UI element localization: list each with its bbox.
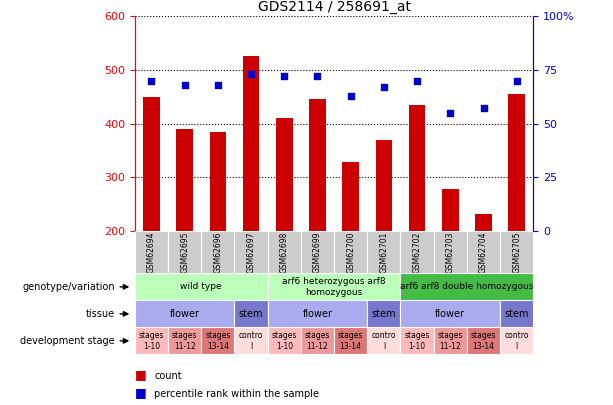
Text: development stage: development stage [20,336,115,346]
Bar [234,301,268,327]
Point [313,73,322,79]
Text: genotype/variation: genotype/variation [22,282,115,292]
Bar [367,231,400,273]
Text: tissue: tissue [85,309,115,319]
Text: stem: stem [371,309,396,319]
Bar [268,231,301,273]
Text: contro
l: contro l [504,331,529,351]
Bar [234,327,268,354]
Text: stages
1-10: stages 1-10 [405,331,430,351]
Point [479,105,489,112]
Bar [400,301,500,327]
Text: flower: flower [302,309,332,319]
Bar [177,129,193,231]
Bar [268,301,367,327]
Text: GSM62699: GSM62699 [313,231,322,273]
Text: flower: flower [170,309,200,319]
Bar [433,231,467,273]
Bar [334,231,367,273]
Text: wild type: wild type [180,282,222,291]
Point [246,71,256,77]
Point [412,77,422,84]
Text: arf6 arf8 double homozygous: arf6 arf8 double homozygous [400,282,533,291]
Text: GSM62700: GSM62700 [346,231,355,273]
Text: GSM62698: GSM62698 [280,231,289,273]
Text: stem: stem [504,309,529,319]
Bar [268,327,301,354]
Text: GSM62694: GSM62694 [147,231,156,273]
Text: GSM62697: GSM62697 [246,231,256,273]
Bar [201,231,234,273]
Bar [135,327,168,354]
Point [446,110,455,116]
Text: flower: flower [435,309,465,319]
Point [346,92,356,99]
Bar [376,140,392,231]
Text: arf6 heterozygous arf8
homozygous: arf6 heterozygous arf8 homozygous [282,277,386,296]
Text: count: count [154,371,182,381]
Text: GSM62702: GSM62702 [413,231,422,273]
Text: GSM62703: GSM62703 [446,231,455,273]
Bar [334,327,367,354]
Point [379,84,389,90]
Bar [367,301,400,327]
Bar [243,56,259,231]
Bar [210,132,226,231]
Bar [508,94,525,231]
Point [147,77,156,84]
Text: contro
l: contro l [371,331,396,351]
Bar [400,327,433,354]
Text: stages
11-12: stages 11-12 [438,331,463,351]
Bar [467,327,500,354]
Text: contro
l: contro l [239,331,264,351]
Text: GSM62701: GSM62701 [379,231,389,273]
Bar [143,97,160,231]
Text: GSM62705: GSM62705 [512,231,521,273]
Bar [343,162,359,231]
Bar [500,327,533,354]
Point [213,82,223,88]
Bar [433,327,467,354]
Bar [276,118,292,231]
Text: stages
13-14: stages 13-14 [205,331,230,351]
Text: stages
1-10: stages 1-10 [139,331,164,351]
Text: stages
13-14: stages 13-14 [338,331,364,351]
Point [280,73,289,79]
Text: stages
11-12: stages 11-12 [305,331,330,351]
Bar [135,231,168,273]
Text: GSM62695: GSM62695 [180,231,189,273]
Text: stages
1-10: stages 1-10 [272,331,297,351]
Bar [409,105,425,231]
Bar [442,189,459,231]
Point [512,77,522,84]
Bar [135,273,268,301]
Bar [268,273,400,301]
Bar [301,327,334,354]
Text: ■: ■ [135,386,147,399]
Bar [400,231,433,273]
Text: stages
13-14: stages 13-14 [471,331,496,351]
Text: stem: stem [239,309,264,319]
Text: stages
11-12: stages 11-12 [172,331,197,351]
Bar [309,99,326,231]
Bar [168,327,201,354]
Bar [367,327,400,354]
Bar [500,231,533,273]
Title: GDS2114 / 258691_at: GDS2114 / 258691_at [257,0,411,14]
Text: GSM62704: GSM62704 [479,231,488,273]
Bar [475,214,492,231]
Bar [467,231,500,273]
Bar [201,327,234,354]
Bar [301,231,334,273]
Bar [168,231,201,273]
Text: GSM62696: GSM62696 [213,231,223,273]
Text: percentile rank within the sample: percentile rank within the sample [154,389,319,399]
Bar [500,301,533,327]
Bar [135,301,234,327]
Point [180,82,189,88]
Bar [234,231,268,273]
Bar [400,273,533,301]
Text: ■: ■ [135,368,147,381]
